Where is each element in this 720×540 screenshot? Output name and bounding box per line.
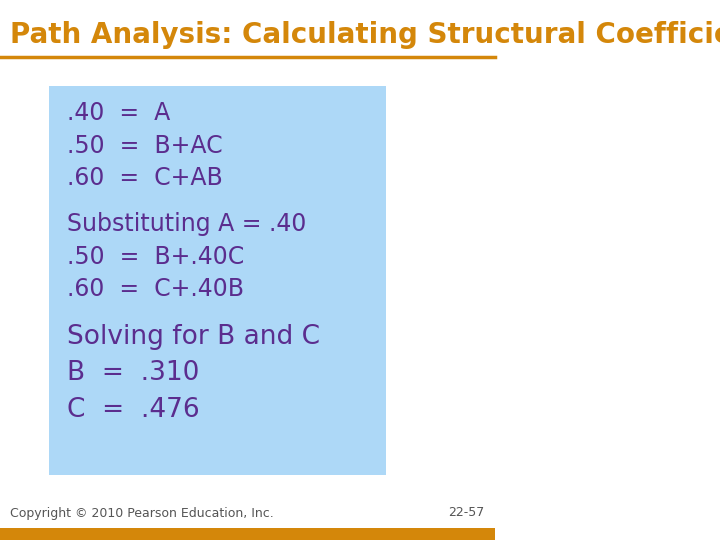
Text: Copyright © 2010 Pearson Education, Inc.: Copyright © 2010 Pearson Education, Inc.	[10, 507, 274, 519]
Text: C  =  .476: C = .476	[67, 397, 199, 423]
Bar	[0, 528, 495, 540]
Text: .60  =  C+.40B: .60 = C+.40B	[67, 277, 244, 301]
Text: Substituting A = .40: Substituting A = .40	[67, 212, 306, 236]
Text: .50  =  B+AC: .50 = B+AC	[67, 134, 222, 158]
Text: .50  =  B+.40C: .50 = B+.40C	[67, 245, 244, 268]
Text: Path Analysis: Calculating Structural Coefficients: Path Analysis: Calculating Structural Co…	[10, 21, 720, 49]
Text: .60  =  C+AB: .60 = C+AB	[67, 166, 222, 190]
FancyBboxPatch shape	[50, 86, 386, 475]
Text: Solving for B and C: Solving for B and C	[67, 325, 320, 350]
Text: .40  =  A: .40 = A	[67, 102, 170, 125]
Text: 22-57: 22-57	[449, 507, 485, 519]
Text: B  =  .310: B = .310	[67, 360, 199, 386]
